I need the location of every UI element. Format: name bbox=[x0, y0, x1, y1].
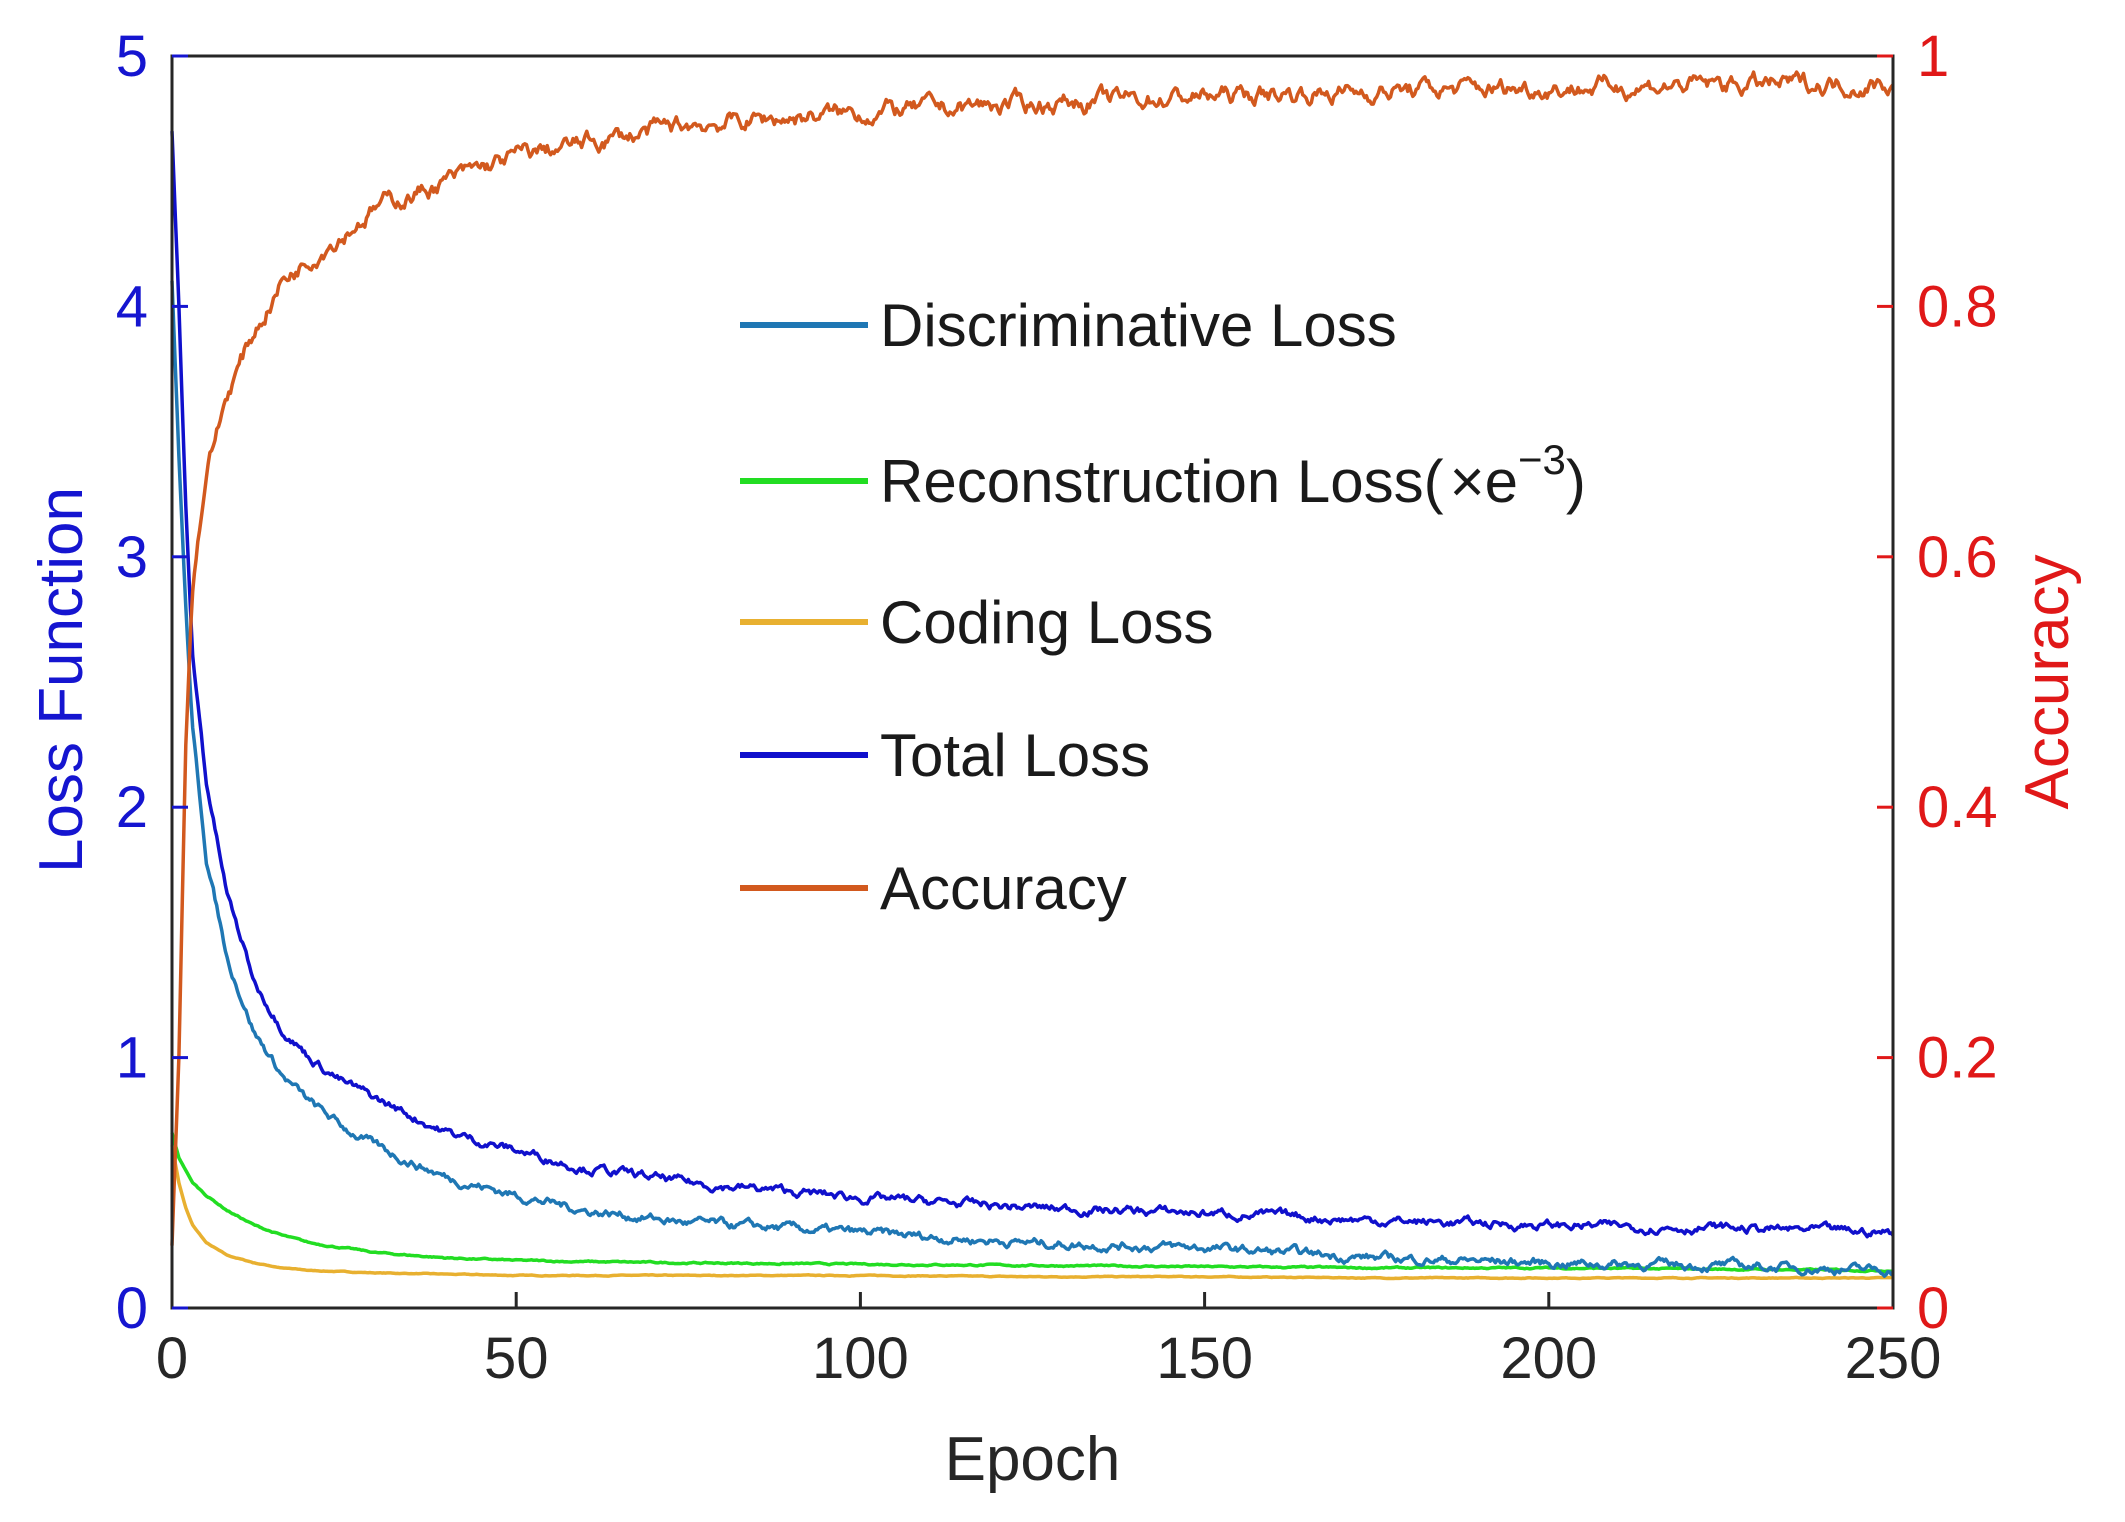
x-tick-label: 200 bbox=[1500, 1326, 1597, 1391]
legend-label-total-loss: Total Loss bbox=[880, 722, 1150, 789]
y-axis-right-title: Accuracy bbox=[2013, 555, 2082, 810]
legend-label-discriminative-loss: Discriminative Loss bbox=[880, 292, 1397, 359]
y-left-tick-label: 3 bbox=[116, 525, 148, 590]
y-left-tick-label: 0 bbox=[116, 1276, 148, 1341]
y-left-tick-label: 5 bbox=[116, 24, 148, 89]
y-right-tick-label: 0 bbox=[1917, 1276, 1949, 1341]
y-right-tick-label: 0.8 bbox=[1917, 274, 1998, 339]
y-left-tick-label: 2 bbox=[116, 775, 148, 840]
series-line-reconstruction-loss bbox=[170, 1132, 1894, 1274]
plot-frame bbox=[170, 54, 1895, 1310]
series-line-coding-loss bbox=[170, 1144, 1894, 1281]
legend-label-accuracy: Accuracy bbox=[880, 855, 1127, 922]
x-tick-label: 250 bbox=[1845, 1326, 1942, 1391]
y-left-tick-label: 1 bbox=[116, 1026, 148, 1091]
y-right-tick-label: 0.2 bbox=[1917, 1026, 1998, 1091]
y-right-tick-label: 1 bbox=[1917, 24, 1949, 89]
x-tick-label: 50 bbox=[484, 1326, 549, 1391]
legend-label-coding-loss: Coding Loss bbox=[880, 589, 1214, 656]
y-left-tick-label: 4 bbox=[116, 274, 148, 339]
x-tick-label: 100 bbox=[812, 1326, 909, 1391]
y-right-tick-label: 0.6 bbox=[1917, 525, 1998, 590]
x-tick-label: 150 bbox=[1156, 1326, 1253, 1391]
y-axis-left-title: Loss Function bbox=[27, 487, 96, 873]
series-layer bbox=[170, 70, 1895, 1281]
series-line-total-loss bbox=[170, 131, 1895, 1239]
x-tick-label: 0 bbox=[156, 1326, 188, 1391]
legend: Discriminative Loss Reconstruction Loss(×… bbox=[740, 292, 1586, 922]
y-right-tick-label: 0.4 bbox=[1917, 775, 1998, 840]
series-line-accuracy bbox=[170, 70, 1895, 1246]
legend-label-reconstruction-loss: Reconstruction Loss(×e−3) bbox=[880, 436, 1586, 515]
series-line-discriminative-loss bbox=[170, 280, 1894, 1278]
x-axis-title: Epoch bbox=[945, 1425, 1121, 1494]
